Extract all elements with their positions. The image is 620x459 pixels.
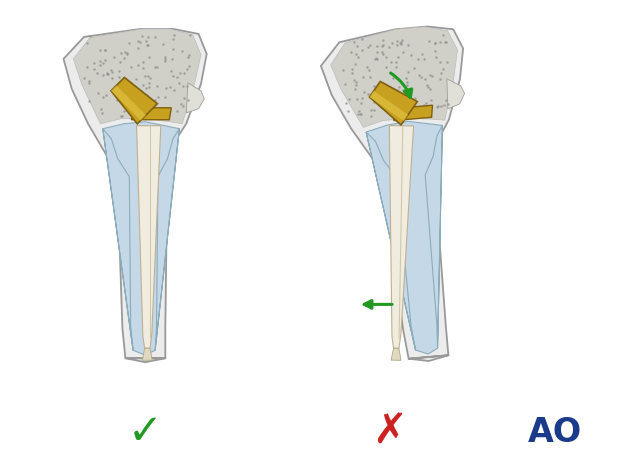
Text: AO: AO [528,415,582,448]
Polygon shape [391,348,401,360]
Text: ✓: ✓ [128,411,163,453]
Polygon shape [111,85,146,120]
Polygon shape [111,78,157,124]
Polygon shape [186,83,204,113]
Polygon shape [321,27,463,361]
Polygon shape [73,29,201,124]
Polygon shape [143,348,153,360]
Polygon shape [394,105,433,121]
Text: ✗: ✗ [373,411,407,453]
Polygon shape [131,108,171,120]
Polygon shape [370,81,417,125]
Polygon shape [389,126,414,348]
Polygon shape [330,27,458,127]
Polygon shape [136,126,161,348]
Polygon shape [63,29,206,362]
Polygon shape [370,91,408,121]
Polygon shape [366,121,443,354]
Polygon shape [447,79,464,109]
Polygon shape [103,122,179,355]
